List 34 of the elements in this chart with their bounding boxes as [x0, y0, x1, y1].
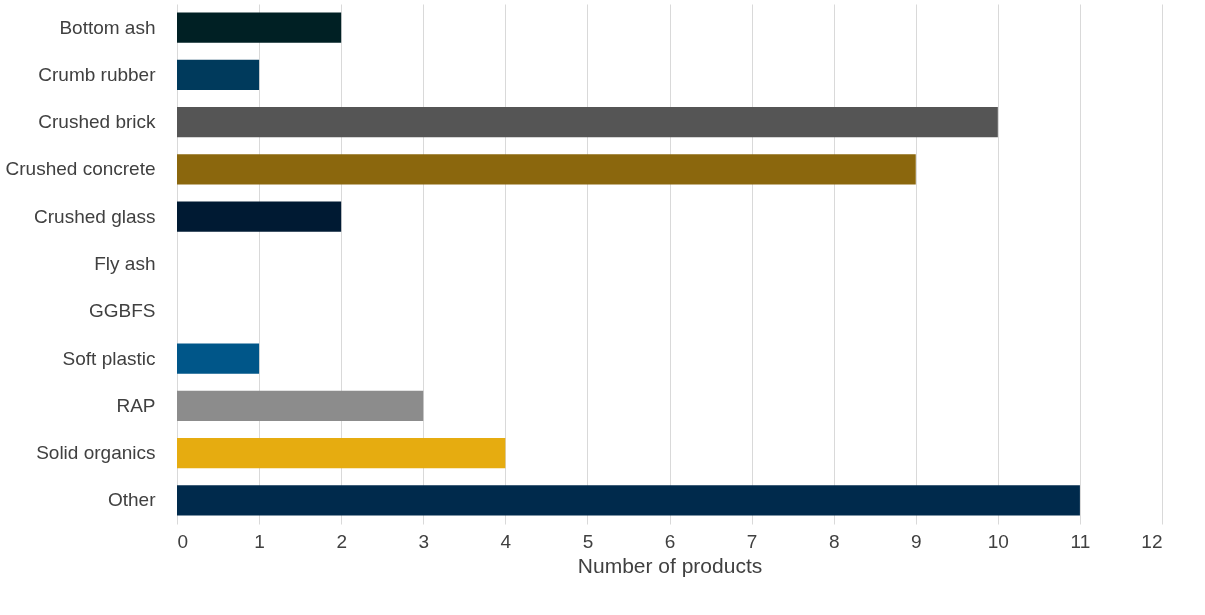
x-tick-label: 3 — [418, 530, 430, 552]
bar — [177, 485, 1080, 516]
x-tick-label: 11 — [1070, 530, 1091, 552]
x-tick-label: 9 — [910, 530, 922, 552]
y-tick-label: GGBFS — [88, 300, 156, 322]
y-tick-label: Bottom ash — [59, 16, 156, 38]
y-tick-label: Soft plastic — [62, 347, 156, 369]
x-tick-label: 2 — [336, 530, 347, 552]
x-tick-label: 8 — [828, 530, 840, 552]
y-tick-label: Crumb rubber — [38, 63, 157, 85]
x-tick-label: 6 — [664, 530, 676, 552]
bar — [177, 343, 260, 374]
bar — [177, 201, 342, 232]
x-tick-label: 5 — [582, 530, 594, 552]
x-tick-label: 0 — [177, 530, 189, 552]
y-tick-label: Crushed brick — [38, 111, 156, 133]
y-tick-label: RAP — [116, 394, 156, 416]
y-tick-label: Solid organics — [36, 442, 156, 464]
bar — [177, 154, 916, 185]
bar — [177, 390, 424, 421]
x-tick-label: 1 — [254, 530, 265, 552]
x-tick-label: 4 — [500, 530, 512, 552]
y-tick-label: Fly ash — [94, 253, 156, 274]
y-tick-label: Crushed glass — [34, 205, 156, 227]
bar — [177, 437, 506, 469]
y-tick-label: Crushed concrete — [5, 158, 156, 180]
x-tick-label: 10 — [987, 530, 1009, 552]
bar — [177, 59, 260, 91]
y-tick-label: Other — [107, 489, 157, 511]
bar — [177, 107, 998, 138]
x-tick-label: 12 — [1141, 530, 1163, 552]
x-tick-label: 7 — [746, 530, 758, 552]
bar — [177, 12, 342, 43]
x-axis-title: Number of products — [577, 553, 763, 577]
